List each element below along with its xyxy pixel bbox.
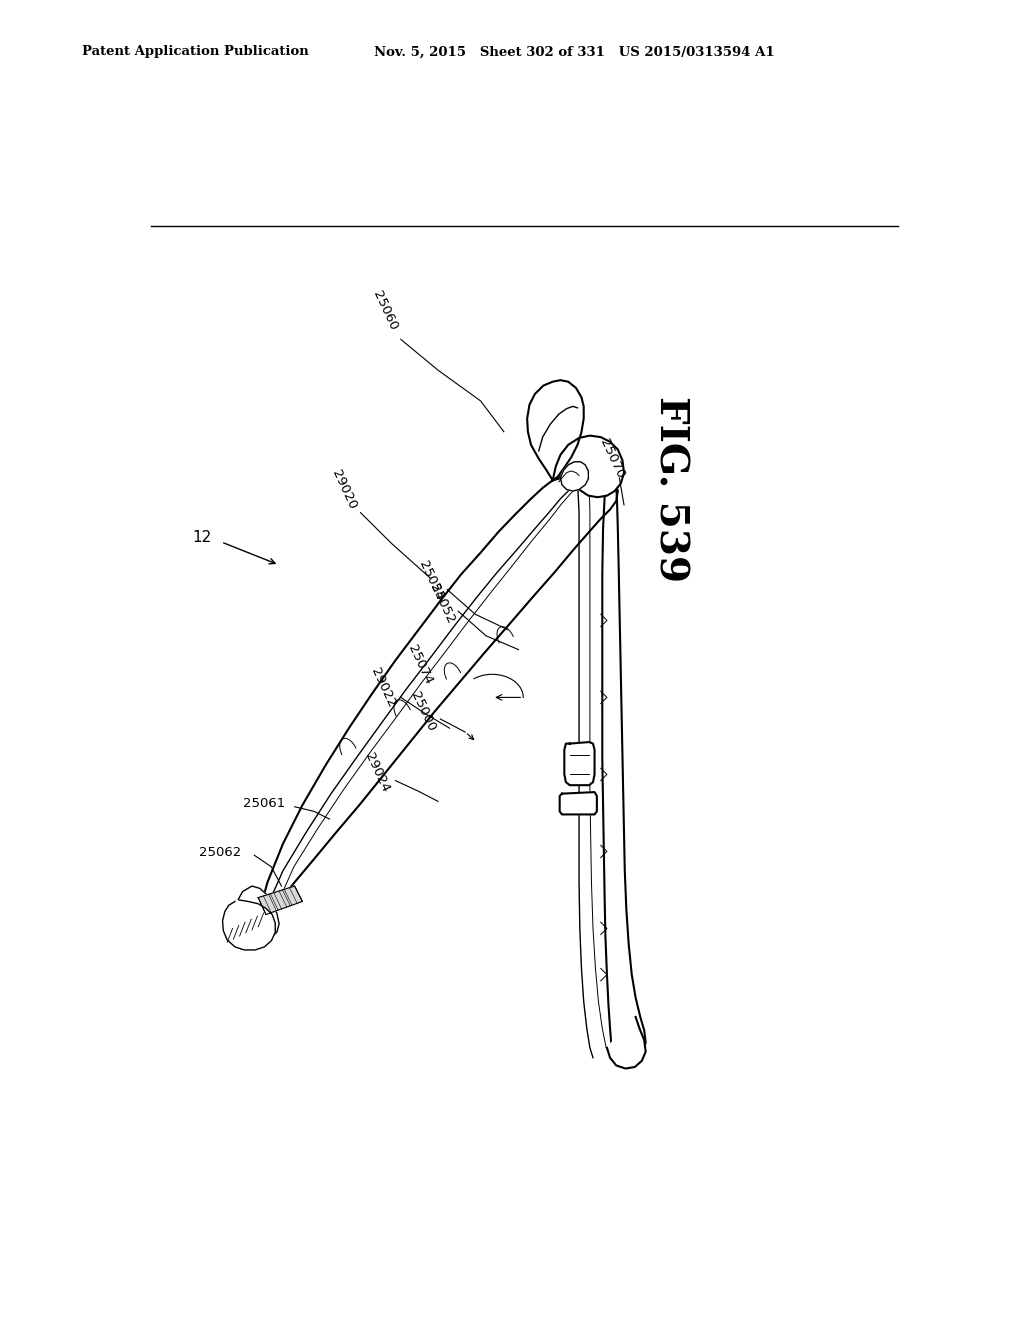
Polygon shape [564,742,595,785]
Polygon shape [607,1016,646,1069]
Text: 25000: 25000 [409,689,438,733]
Text: Patent Application Publication: Patent Application Publication [82,45,308,58]
Text: 25052: 25052 [427,582,457,626]
Text: 25061: 25061 [243,797,285,810]
Polygon shape [234,886,280,940]
Text: 29024: 29024 [362,751,391,795]
Text: 25070: 25070 [597,437,627,480]
Polygon shape [258,886,302,915]
Text: FIG. 539: FIG. 539 [651,396,689,582]
Text: 25054: 25054 [417,558,445,602]
Polygon shape [553,457,646,1063]
Polygon shape [222,900,275,950]
Text: 29022: 29022 [369,667,398,710]
Text: 29020: 29020 [330,467,359,511]
Polygon shape [560,792,597,814]
Polygon shape [527,380,584,480]
Text: Nov. 5, 2015   Sheet 302 of 331   US 2015/0313594 A1: Nov. 5, 2015 Sheet 302 of 331 US 2015/03… [374,45,774,58]
Text: 25060: 25060 [371,289,400,333]
Polygon shape [553,436,624,498]
Text: 25062: 25062 [200,846,242,859]
Polygon shape [252,469,617,928]
Polygon shape [560,462,589,491]
Text: 12: 12 [193,529,212,545]
Text: 25074: 25074 [406,643,435,686]
